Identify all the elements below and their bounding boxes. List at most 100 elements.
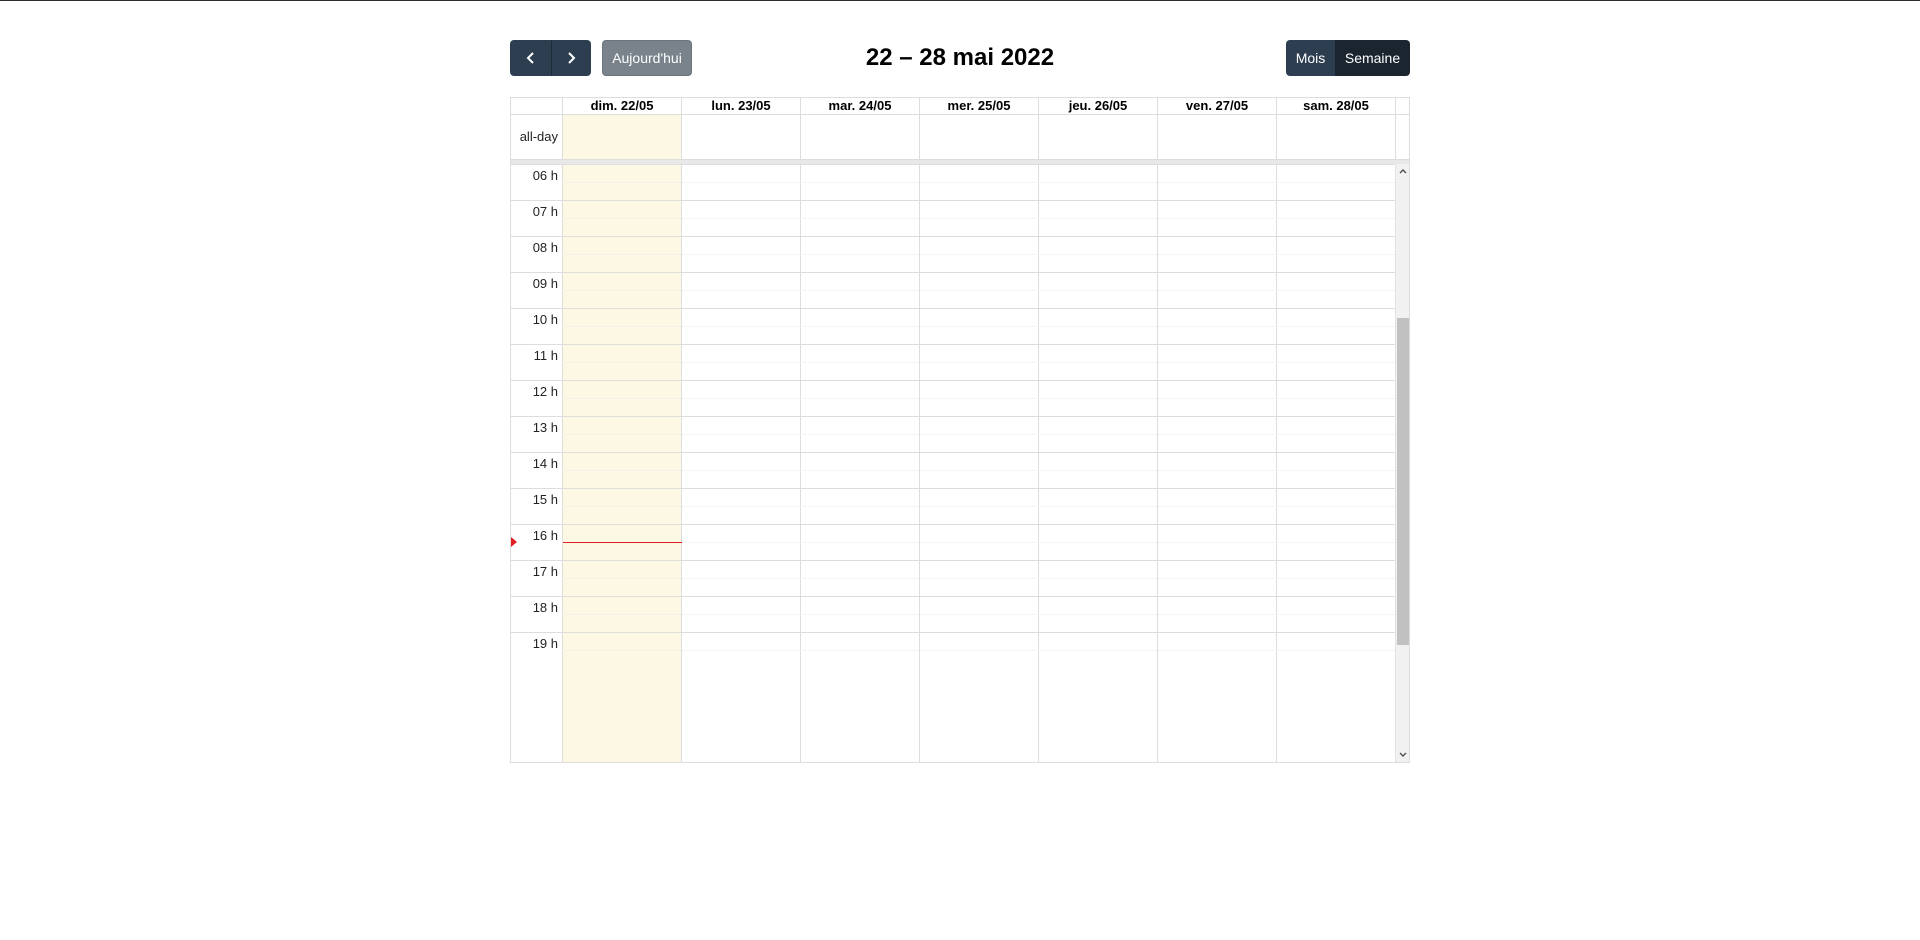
hour-slot-line	[562, 488, 1395, 489]
half-hour-slot-line	[562, 578, 1395, 579]
day-header: lun. 23/05	[681, 98, 800, 114]
day-column[interactable]	[1038, 164, 1157, 762]
day-header: ven. 27/05	[1157, 98, 1276, 114]
now-indicator-arrow-icon	[511, 537, 517, 547]
half-hour-slot-line	[562, 470, 1395, 471]
top-border	[0, 0, 1920, 1]
scroll-thumb[interactable]	[1397, 318, 1409, 645]
allday-cell[interactable]	[800, 115, 919, 159]
hour-label: 16 h	[532, 528, 558, 543]
half-hour-slot-line	[562, 362, 1395, 363]
day-column[interactable]	[800, 164, 919, 762]
day-header: mar. 24/05	[800, 98, 919, 114]
axis-hour-line	[511, 416, 562, 417]
half-hour-slot-line	[562, 650, 1395, 651]
hour-label: 15 h	[532, 492, 558, 507]
half-hour-slot-line	[562, 506, 1395, 507]
nav-button-group	[510, 40, 591, 76]
hour-label: 06 h	[532, 168, 558, 183]
hour-slot-line	[562, 416, 1395, 417]
allday-cell[interactable]	[681, 115, 800, 159]
day-header: sam. 28/05	[1276, 98, 1395, 114]
calendar: Aujourd'hui 22 – 28 mai 2022 Mois Semain…	[510, 40, 1410, 763]
day-column[interactable]	[1157, 164, 1276, 762]
axis-hour-line	[511, 488, 562, 489]
now-indicator-line	[563, 542, 682, 543]
axis-hour-line	[511, 632, 562, 633]
allday-cell[interactable]	[919, 115, 1038, 159]
half-hour-slot-line	[562, 614, 1395, 615]
hour-slot-line	[562, 452, 1395, 453]
hour-label: 12 h	[532, 384, 558, 399]
scroll-up-arrow-icon[interactable]	[1396, 164, 1409, 178]
allday-label: all-day	[519, 129, 558, 144]
half-hour-slot-line	[562, 326, 1395, 327]
axis-hour-line	[511, 380, 562, 381]
hour-slot-line	[562, 344, 1395, 345]
half-hour-slot-line	[562, 542, 1395, 543]
allday-cell[interactable]	[562, 115, 681, 159]
day-column[interactable]	[562, 164, 681, 762]
allday-cell[interactable]	[1276, 115, 1395, 159]
hour-label: 09 h	[532, 276, 558, 291]
prev-week-button[interactable]	[510, 40, 551, 76]
half-hour-slot-line	[562, 290, 1395, 291]
hour-slot-line	[562, 164, 1395, 165]
hour-label: 07 h	[532, 204, 558, 219]
allday-row: all-day	[511, 115, 1409, 159]
half-hour-slot-line	[562, 434, 1395, 435]
hour-slot-line	[562, 308, 1395, 309]
month-view-button[interactable]: Mois	[1286, 40, 1335, 76]
hour-slot-line	[562, 272, 1395, 273]
hour-label: 19 h	[532, 636, 558, 651]
hour-slot-line	[562, 200, 1395, 201]
today-button[interactable]: Aujourd'hui	[602, 40, 692, 76]
hour-slot-line	[562, 236, 1395, 237]
hour-label: 11 h	[533, 348, 558, 363]
hour-label: 17 h	[532, 564, 558, 579]
week-grid: dim. 22/05 lun. 23/05 mar. 24/05 mer. 25/05…	[510, 97, 1410, 763]
hour-slot-line	[562, 380, 1395, 381]
half-hour-slot-line	[562, 182, 1395, 183]
time-grid-scrollbar[interactable]	[1395, 164, 1409, 762]
header-axis-corner	[511, 98, 562, 114]
half-hour-slot-line	[562, 254, 1395, 255]
axis-hour-line	[511, 164, 562, 165]
day-header: mer. 25/05	[919, 98, 1038, 114]
allday-divider	[511, 159, 1409, 164]
allday-cell[interactable]	[1038, 115, 1157, 159]
day-column[interactable]	[919, 164, 1038, 762]
calendar-toolbar: Aujourd'hui 22 – 28 mai 2022 Mois Semain…	[510, 40, 1410, 76]
day-header: jeu. 26/05	[1038, 98, 1157, 114]
axis-hour-line	[511, 344, 562, 345]
hour-slot-line	[562, 596, 1395, 597]
week-view-button[interactable]: Semaine	[1335, 40, 1410, 76]
half-hour-slot-line	[562, 398, 1395, 399]
day-column[interactable]	[681, 164, 800, 762]
header-scroll-gap	[1395, 98, 1409, 159]
axis-hour-line	[511, 308, 562, 309]
allday-cell[interactable]	[1157, 115, 1276, 159]
hour-label: 18 h	[532, 600, 558, 615]
chevron-left-icon	[525, 51, 537, 65]
time-grid[interactable]: 06 h 07 h 08 h 09 h 10 h 11 h 12 h 13 h 14 h 15 h…	[511, 164, 1409, 762]
hour-slot-line	[562, 560, 1395, 561]
hour-label: 10 h	[532, 312, 558, 327]
next-week-button[interactable]	[551, 40, 591, 76]
view-button-group: Mois Semaine	[1286, 40, 1410, 76]
axis-hour-line	[511, 236, 562, 237]
axis-hour-line	[511, 596, 562, 597]
chevron-right-icon	[565, 51, 577, 65]
hour-label: 13 h	[532, 420, 558, 435]
scroll-down-arrow-icon[interactable]	[1396, 748, 1409, 762]
hour-slot-line	[562, 524, 1395, 525]
day-header: dim. 22/05	[562, 98, 681, 114]
half-hour-slot-line	[562, 218, 1395, 219]
day-header-row: dim. 22/05 lun. 23/05 mar. 24/05 mer. 25/05…	[511, 98, 1409, 115]
axis-hour-line	[511, 524, 562, 525]
axis-hour-line	[511, 452, 562, 453]
day-column[interactable]	[1276, 164, 1395, 762]
hour-slot-line	[562, 632, 1395, 633]
axis-hour-line	[511, 200, 562, 201]
axis-hour-line	[511, 560, 562, 561]
